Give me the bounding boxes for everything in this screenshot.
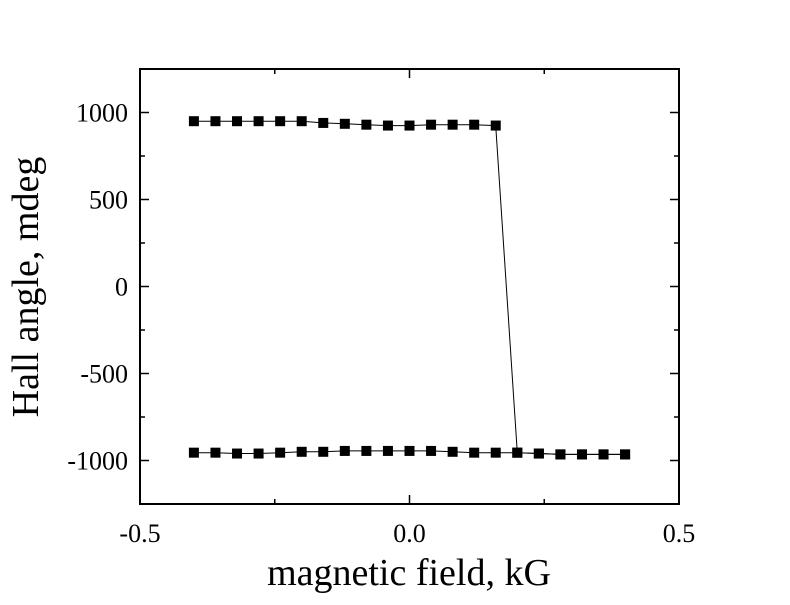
- data-point: [210, 447, 221, 458]
- data-point: [318, 117, 329, 128]
- data-point: [469, 447, 480, 458]
- data-point: [382, 445, 393, 456]
- x-axis-title: magnetic field, kG: [267, 552, 551, 594]
- ticks-layer: [139, 68, 680, 505]
- data-point: [296, 116, 307, 127]
- plot-frame: [139, 68, 680, 505]
- y-tick-label: -1000: [67, 447, 128, 476]
- y-tick-label: 0: [115, 273, 128, 302]
- data-point: [404, 445, 415, 456]
- data-point: [232, 116, 243, 127]
- x-tick-label: 0.5: [663, 519, 696, 548]
- data-point: [232, 448, 243, 459]
- data-point: [512, 447, 523, 458]
- data-point: [210, 116, 221, 127]
- data-point: [339, 445, 350, 456]
- data-point: [188, 447, 199, 458]
- data-point: [404, 120, 415, 131]
- data-point: [361, 445, 372, 456]
- data-point: [253, 448, 264, 459]
- data-point: [620, 449, 631, 460]
- data-point: [555, 449, 566, 460]
- data-point: [339, 118, 350, 129]
- data-point: [296, 446, 307, 457]
- y-tick-label: 500: [89, 186, 128, 215]
- data-point: [576, 449, 587, 460]
- data-point: [598, 449, 609, 460]
- y-tick-label: -500: [80, 360, 128, 389]
- data-point: [275, 447, 286, 458]
- data-point: [447, 119, 458, 130]
- tick-labels-layer: -0.5 0.0 0.5 -1000 -500 0 500 1000: [67, 99, 695, 549]
- data-point: [490, 120, 501, 131]
- series-layer: [188, 116, 631, 460]
- y-axis-title: Hall angle, mdeg: [5, 157, 47, 418]
- data-point: [275, 116, 286, 127]
- data-point: [469, 119, 480, 130]
- data-point: [318, 446, 329, 457]
- data-point: [253, 116, 264, 127]
- data-point: [533, 448, 544, 459]
- data-point: [426, 119, 437, 130]
- data-point: [426, 445, 437, 456]
- y-tick-label: 1000: [76, 99, 128, 128]
- data-point: [447, 446, 458, 457]
- data-point: [382, 120, 393, 131]
- x-tick-label: 0.0: [393, 519, 426, 548]
- data-point: [188, 116, 199, 127]
- data-point: [490, 447, 501, 458]
- series-line: [193, 120, 626, 455]
- x-tick-label: -0.5: [119, 519, 160, 548]
- data-point: [361, 119, 372, 130]
